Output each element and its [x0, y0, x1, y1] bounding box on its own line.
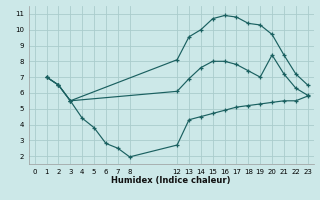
X-axis label: Humidex (Indice chaleur): Humidex (Indice chaleur): [111, 176, 231, 185]
